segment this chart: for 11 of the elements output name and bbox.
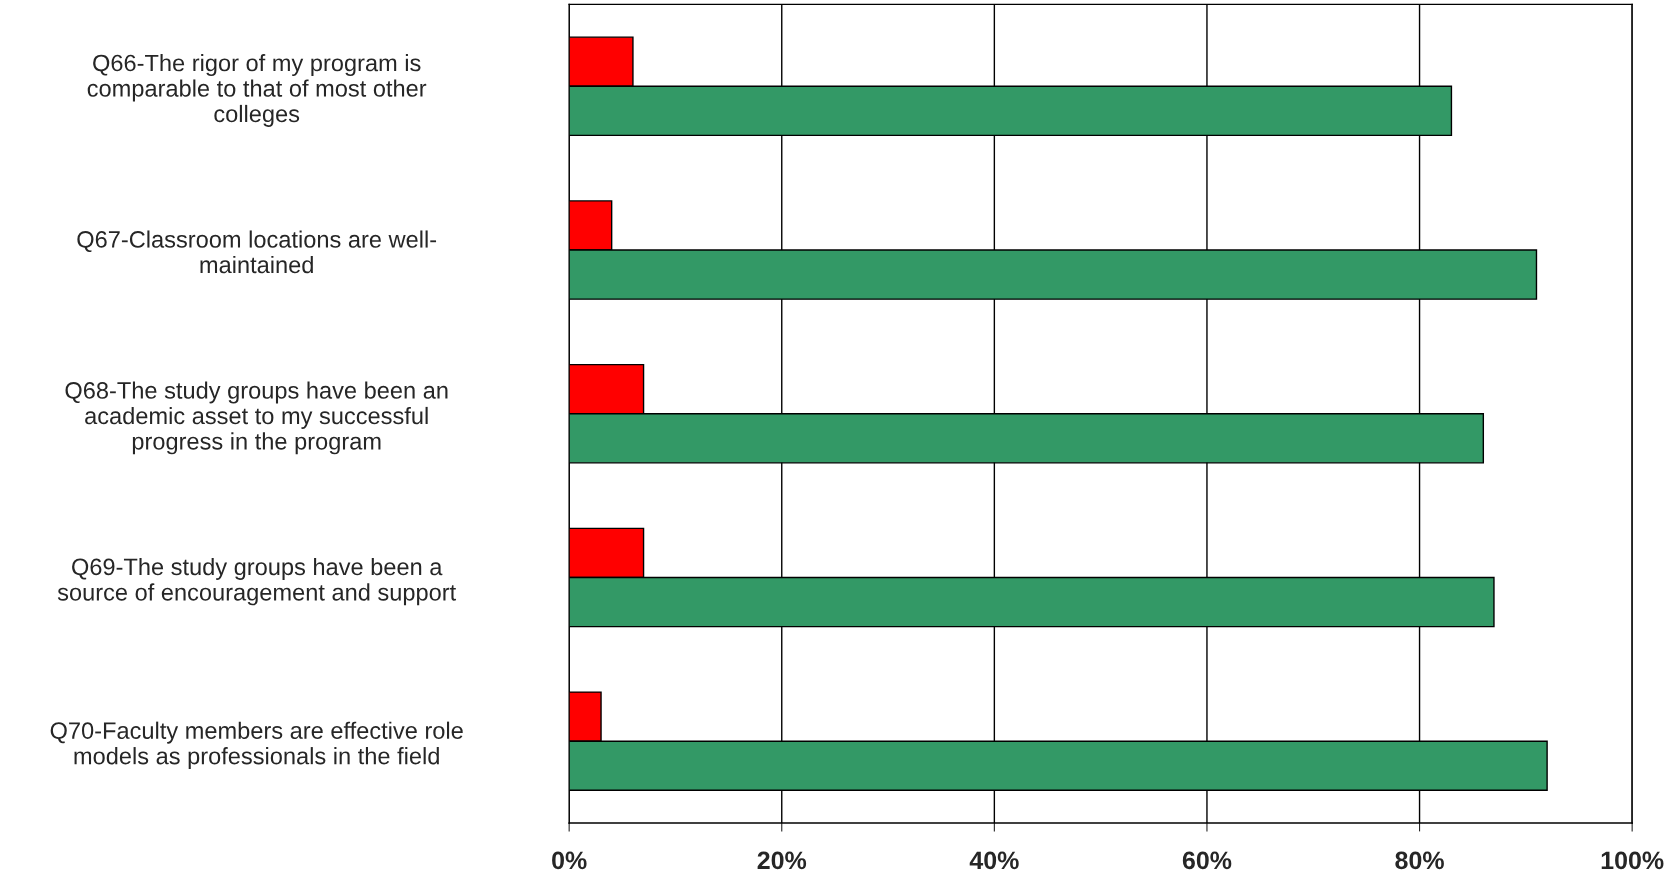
y-tick-label: Q66-The rigor of my program is comparable to that of most other colleges	[87, 54, 427, 127]
y-tick-label: Q67-Classroom locations are well- maintained	[77, 230, 437, 274]
x-tick-label: 0%	[552, 851, 587, 870]
y-tick-label: Q70-Faculty members are effective role models as professionals in the field	[50, 721, 463, 770]
x-tick-label: 80%	[1395, 851, 1444, 870]
x-tick-label: 20%	[757, 851, 807, 870]
x-tick-label: 100%	[1601, 851, 1664, 870]
y-tick-label: Q69-The study groups have been a source of encouragement and support	[57, 557, 457, 606]
x-tick-label: 40%	[969, 851, 1019, 870]
y-tick-label: Q68-The study groups have been an academic asset to my successful progress in the program	[65, 381, 448, 455]
x-tick-label: 60%	[1182, 851, 1232, 870]
